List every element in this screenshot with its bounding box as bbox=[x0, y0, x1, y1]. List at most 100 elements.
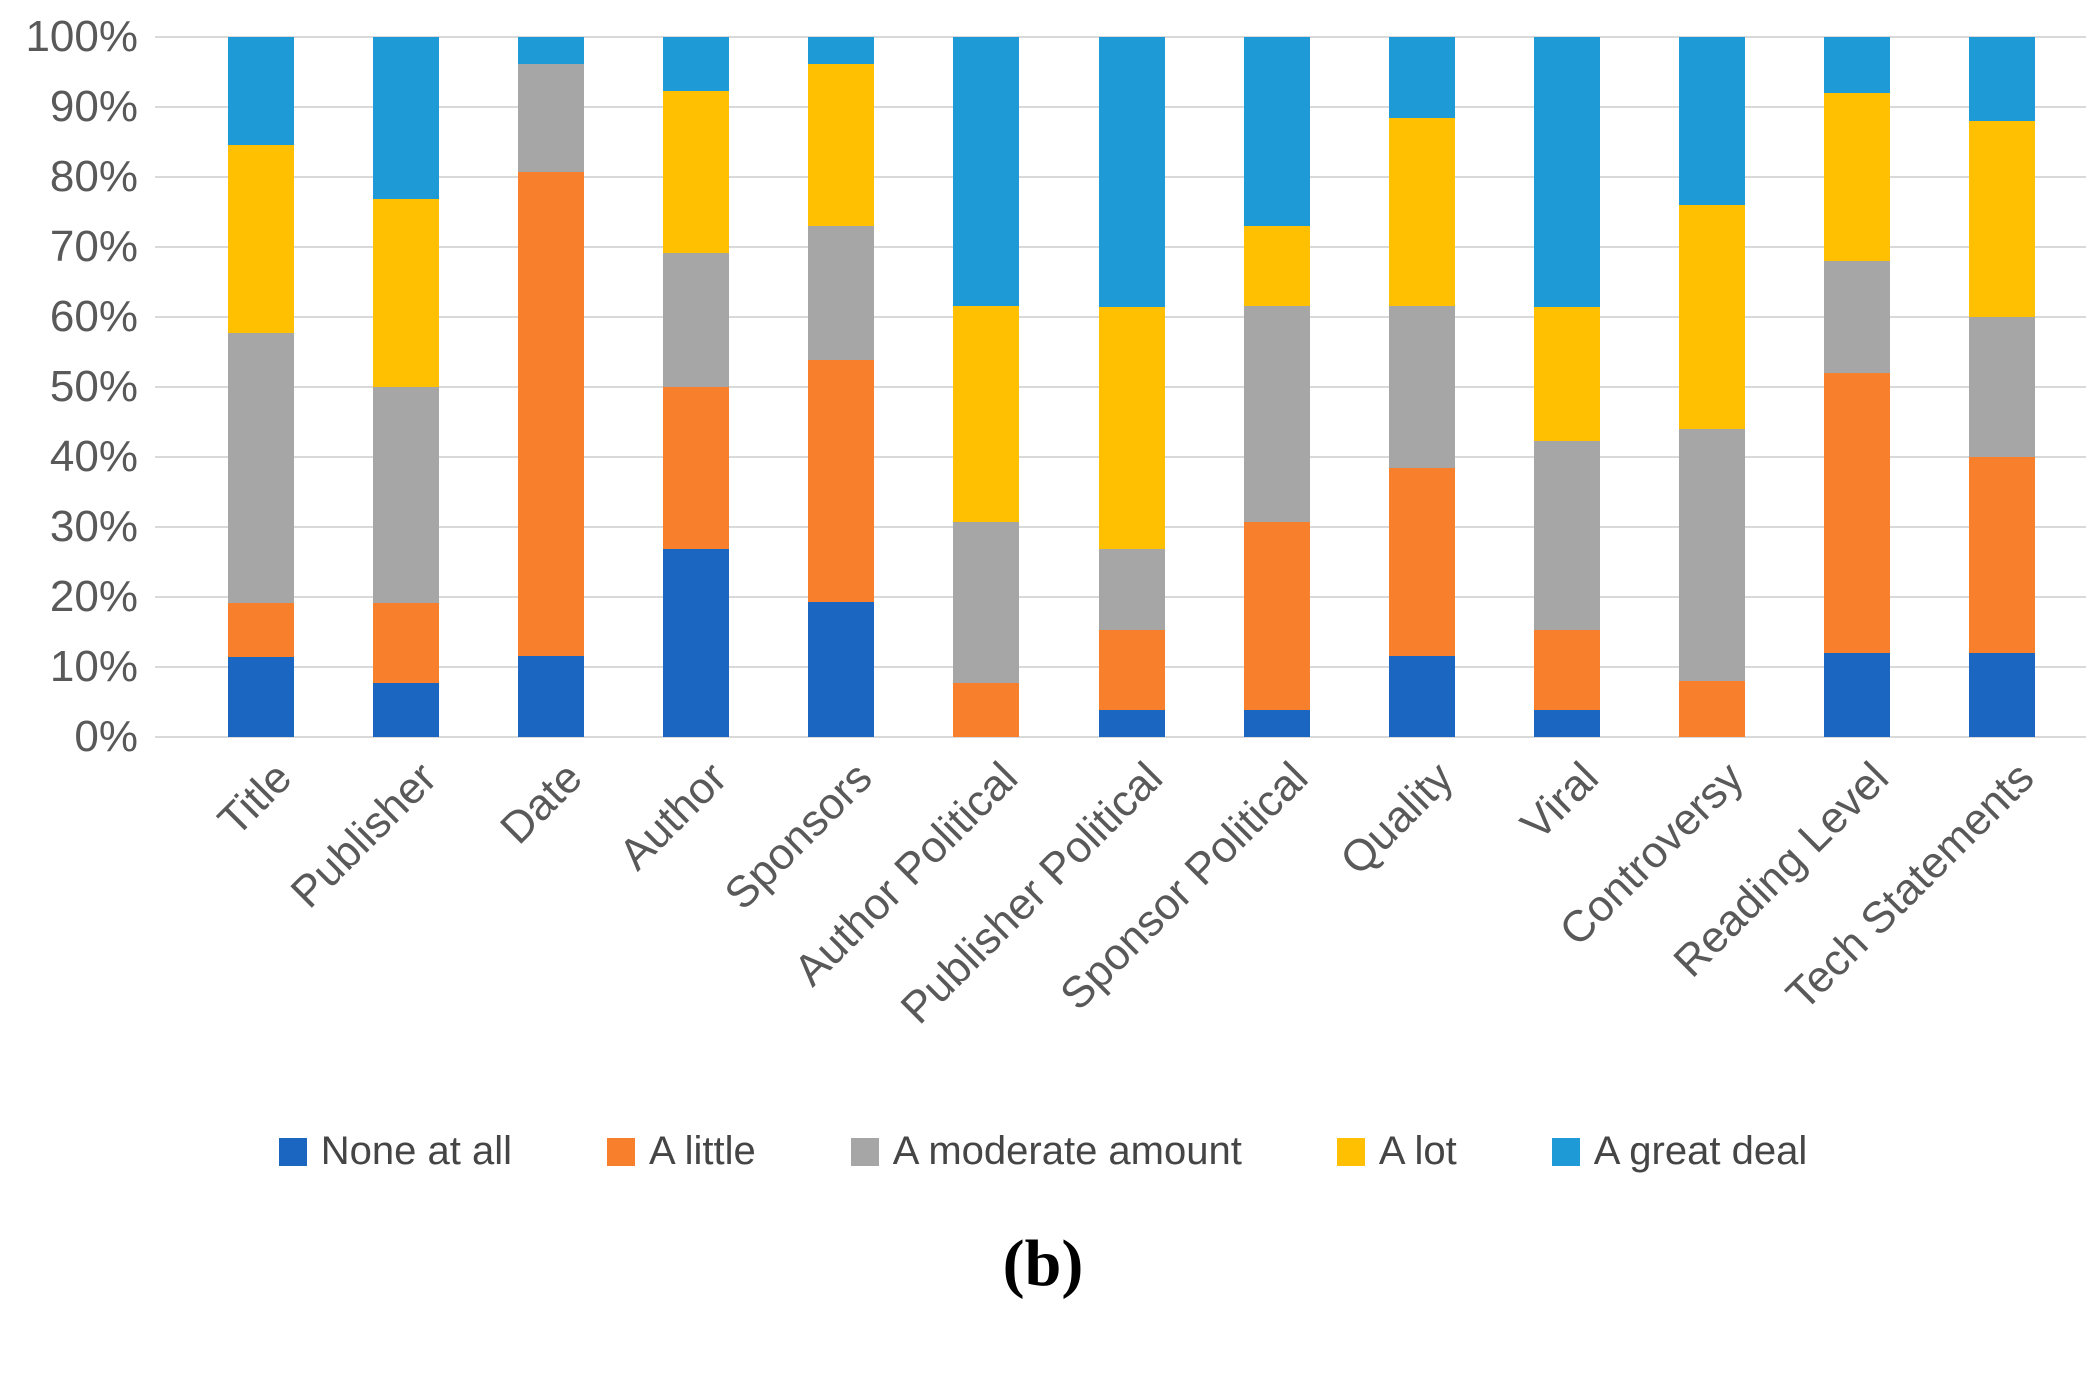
legend-label: A little bbox=[649, 1129, 756, 1173]
x-axis-category-label: Title bbox=[208, 753, 302, 846]
bar-segment bbox=[1388, 117, 1455, 307]
stacked-bar bbox=[1533, 37, 1600, 737]
bar-segment bbox=[227, 37, 294, 145]
bar-segment bbox=[1533, 710, 1600, 737]
bar-segment bbox=[372, 602, 439, 684]
bar-segment bbox=[1533, 441, 1600, 630]
stacked-bar bbox=[1388, 37, 1455, 737]
x-label-column: Sponsor Political bbox=[1051, 737, 1349, 1089]
bar-segment bbox=[1388, 306, 1455, 468]
bar-column bbox=[333, 37, 478, 737]
y-axis-tick-label: 20% bbox=[49, 572, 138, 621]
bar-segment bbox=[1679, 37, 1746, 205]
y-axis-tick-label: 30% bbox=[49, 502, 138, 551]
legend-item: A great deal bbox=[1551, 1129, 1808, 1174]
bar-segment bbox=[372, 37, 439, 199]
bar-segment bbox=[1098, 306, 1165, 550]
bar-segment bbox=[1679, 205, 1746, 429]
stacked-bar bbox=[517, 37, 584, 737]
bar-segment bbox=[1533, 37, 1600, 307]
bar-column bbox=[914, 37, 1059, 737]
legend-item: None at all bbox=[278, 1129, 513, 1174]
legend-item: A moderate amount bbox=[850, 1129, 1242, 1174]
y-axis-tick-label: 40% bbox=[49, 432, 138, 481]
bar-segment bbox=[808, 602, 875, 737]
bar-segment bbox=[1098, 629, 1165, 711]
bar-segment bbox=[1243, 306, 1310, 522]
legend-swatch bbox=[1551, 1137, 1580, 1166]
bar-column bbox=[1930, 37, 2075, 737]
bar-segment bbox=[227, 144, 294, 334]
bar-segment bbox=[663, 90, 730, 253]
bar-segment bbox=[953, 683, 1020, 737]
x-axis-category-label: Date bbox=[490, 753, 592, 854]
y-axis-tick-label: 0% bbox=[74, 712, 138, 761]
legend-label: A great deal bbox=[1593, 1129, 1808, 1173]
x-axis-labels: Title Publisher Date Author Sponsors Author P… bbox=[188, 737, 2075, 1089]
bar-segment bbox=[1824, 261, 1891, 373]
stacked-bar bbox=[372, 37, 439, 737]
bar-segment bbox=[808, 63, 875, 226]
bar-segment bbox=[808, 37, 875, 64]
bar-column bbox=[1349, 37, 1494, 737]
legend-swatch bbox=[1336, 1137, 1365, 1166]
bar-segment bbox=[1969, 37, 2036, 121]
bar-column bbox=[1494, 37, 1639, 737]
x-label-column: Quality bbox=[1331, 737, 1494, 1089]
bar-segment bbox=[1969, 317, 2036, 457]
x-label-column: Date bbox=[478, 737, 623, 1089]
bar-segment bbox=[372, 683, 439, 737]
y-axis-tick-label: 50% bbox=[49, 362, 138, 411]
y-axis-tick-label: 70% bbox=[49, 222, 138, 271]
bar-segment bbox=[1243, 37, 1310, 226]
bar-segment bbox=[1098, 710, 1165, 737]
y-axis-tick-label: 90% bbox=[49, 82, 138, 131]
bar-segment bbox=[517, 37, 584, 64]
bar-segment bbox=[1969, 121, 2036, 317]
bar-segment bbox=[227, 333, 294, 603]
legend-label: None at all bbox=[320, 1129, 513, 1173]
bar-segment bbox=[1533, 629, 1600, 711]
bar-segment bbox=[1243, 225, 1310, 307]
bars-row bbox=[188, 37, 2075, 737]
x-axis-category-label: Author bbox=[610, 753, 737, 880]
y-axis-tick-label: 80% bbox=[49, 152, 138, 201]
stacked-bar bbox=[227, 37, 294, 737]
bar-segment bbox=[1388, 467, 1455, 657]
legend: None at all A little A moderate amount A lo… bbox=[0, 1129, 2086, 1174]
chart-area: 0% 10% 20% 30% 40% 50% 60% 70% 80% 90% 100% bbox=[25, 12, 2086, 759]
legend-label: A lot bbox=[1378, 1129, 1457, 1173]
bar-column bbox=[1059, 37, 1204, 737]
bar-segment bbox=[227, 656, 294, 737]
stacked-bar bbox=[663, 37, 730, 737]
stacked-bar bbox=[1243, 37, 1310, 737]
stacked-bar bbox=[808, 37, 875, 737]
legend-swatch bbox=[850, 1137, 879, 1166]
bar-column bbox=[478, 37, 623, 737]
bar-segment bbox=[1098, 37, 1165, 307]
bar-column bbox=[1204, 37, 1349, 737]
bar-segment bbox=[1824, 373, 1891, 653]
bar-segment bbox=[953, 37, 1020, 307]
bar-segment bbox=[1679, 681, 1746, 737]
bar-segment bbox=[517, 656, 584, 737]
bar-segment bbox=[663, 37, 730, 91]
bar-segment bbox=[1824, 37, 1891, 93]
bar-segment bbox=[663, 252, 730, 388]
bar-segment bbox=[372, 387, 439, 603]
bar-segment bbox=[953, 306, 1020, 522]
x-axis-category-label: Quality bbox=[1330, 753, 1463, 885]
y-axis-tick-label: 100% bbox=[25, 12, 138, 61]
bar-segment bbox=[1243, 521, 1310, 711]
stacked-bar bbox=[1969, 37, 2036, 737]
bar-segment bbox=[663, 548, 730, 737]
bar-column bbox=[188, 37, 333, 737]
legend-label: A moderate amount bbox=[892, 1129, 1242, 1173]
x-label-column: Tech Statements bbox=[1777, 737, 2075, 1089]
bar-segment bbox=[1679, 429, 1746, 681]
bar-column bbox=[769, 37, 914, 737]
figure-caption: (b) bbox=[1002, 1227, 1084, 1300]
bar-segment bbox=[808, 225, 875, 361]
bar-segment bbox=[1243, 710, 1310, 737]
